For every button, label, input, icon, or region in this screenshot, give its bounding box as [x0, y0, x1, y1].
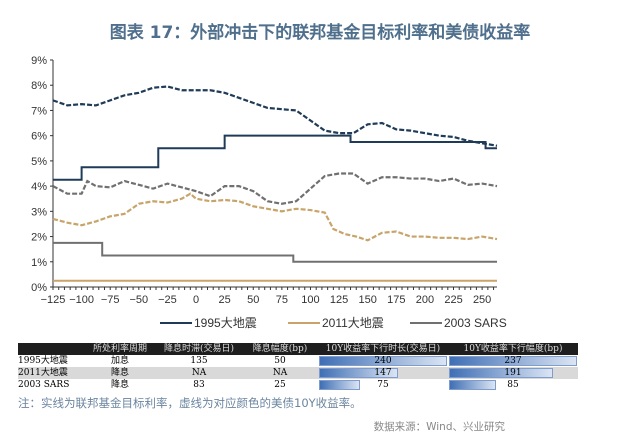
- x-tick-label: 250: [473, 294, 491, 306]
- y-tick-label: 7%: [31, 105, 47, 117]
- bar-value: 191: [504, 368, 522, 378]
- cut-lag: 83: [193, 380, 205, 390]
- table-row: 2011大地震 降息 NA NA 147 191: [18, 367, 578, 379]
- x-tick-label: 200: [416, 294, 434, 306]
- data-bar: [449, 380, 497, 390]
- x-tick-label: 125: [330, 294, 348, 306]
- x-tick-label: −25: [158, 294, 177, 306]
- y-tick-label: 0%: [31, 282, 47, 294]
- rate-cycle: 降息: [84, 367, 156, 379]
- x-tick-label: 0: [193, 294, 199, 306]
- x-tick-label: 225: [444, 294, 462, 306]
- yield-line-5: [52, 192, 498, 242]
- table-header: 所处利率周期: [84, 343, 156, 355]
- yield-decline-duration: 75: [318, 379, 448, 391]
- data-bar: [319, 368, 399, 378]
- data-bar: [449, 368, 553, 378]
- x-tick-label: −75: [101, 294, 120, 306]
- cut-size: 25: [274, 380, 286, 390]
- yield-decline-size: 85: [448, 379, 578, 391]
- x-tick-label: 25: [219, 294, 231, 306]
- data-bar: [449, 356, 578, 366]
- bar-value: 240: [374, 356, 392, 366]
- chart-title: 图表 17：外部冲击下的联邦基金目标利率和美债收益率: [109, 23, 531, 43]
- table-row: 2003 SARS 降息 83 25 75 85: [18, 379, 578, 391]
- data-bar: [319, 356, 448, 366]
- table-header: [18, 343, 84, 355]
- data-source: 数据来源：Wind、兴业研究: [373, 421, 505, 433]
- y-tick-label: 4%: [31, 181, 47, 193]
- bar-value: 147: [374, 368, 392, 378]
- y-tick-label: 9%: [31, 55, 47, 67]
- table-header: 降息幅度(bp): [242, 343, 318, 355]
- event-label: 2003 SARS: [18, 380, 70, 390]
- data-bar: [319, 380, 361, 390]
- x-tick-label: −100: [69, 294, 94, 306]
- x-tick-label: 50: [247, 294, 259, 306]
- chart-note: 注：实线为联邦基金目标利率，虚线为对应颜色的美债10Y收益率。: [18, 396, 362, 410]
- x-tick-label: 75: [276, 294, 288, 306]
- x-tick-label: 150: [359, 294, 377, 306]
- cut-size: 50: [274, 356, 286, 366]
- y-tick-label: 8%: [31, 80, 47, 92]
- yield-line-3: [52, 85, 498, 147]
- yield-decline-duration: 147: [318, 367, 448, 379]
- table-row: 1995大地震 加息 135 50 240 237: [18, 355, 578, 367]
- y-tick-label: 2%: [31, 232, 47, 244]
- comparison-table: 所处利率周期 降息时滞(交易日) 降息幅度(bp) 10Y收益率下行时长(交易日…: [18, 343, 578, 391]
- event-label: 1995大地震: [18, 356, 68, 366]
- table-header: 10Y收益率下行时长(交易日): [318, 343, 448, 355]
- rate-cycle: 降息: [110, 380, 129, 390]
- x-tick-label: −125: [41, 294, 66, 306]
- x-tick-label: −50: [129, 294, 148, 306]
- cut-lag: 135: [190, 356, 208, 366]
- bar-value: 85: [507, 380, 519, 390]
- legend-label: 1995大地震: [194, 316, 257, 330]
- table-header: 10Y收益率下行幅度(bp): [448, 343, 578, 355]
- fed-rate-line-2: [53, 241, 497, 263]
- yield-line-4: [52, 172, 498, 205]
- yield-decline-size: 237: [448, 355, 578, 367]
- y-tick-label: 6%: [31, 131, 47, 143]
- event-label: 2011大地震: [18, 367, 84, 379]
- bar-value: 237: [504, 356, 522, 366]
- line-chart: 0% 1% 2% 3% 4% 5% 6% 7% 8% 9% −125 −100 −75 −50 −25 0 25…: [31, 55, 507, 330]
- table-header: 降息时滞(交易日): [156, 343, 242, 355]
- x-tick-label: 175: [387, 294, 405, 306]
- legend-label: 2011大地震: [322, 316, 384, 330]
- x-tick-label: 100: [301, 294, 319, 306]
- cut-size: NA: [242, 367, 318, 379]
- y-tick-label: 1%: [31, 257, 47, 269]
- yield-decline-duration: 240: [318, 355, 448, 367]
- legend-label: 2003 SARS: [444, 316, 507, 330]
- yield-decline-size: 191: [448, 367, 578, 379]
- cut-lag: NA: [156, 367, 242, 379]
- bar-value: 75: [377, 380, 389, 390]
- y-tick-label: 3%: [31, 206, 47, 218]
- rate-cycle: 加息: [110, 356, 129, 366]
- y-tick-label: 5%: [31, 156, 47, 168]
- fed-rate-line-0: [53, 134, 497, 181]
